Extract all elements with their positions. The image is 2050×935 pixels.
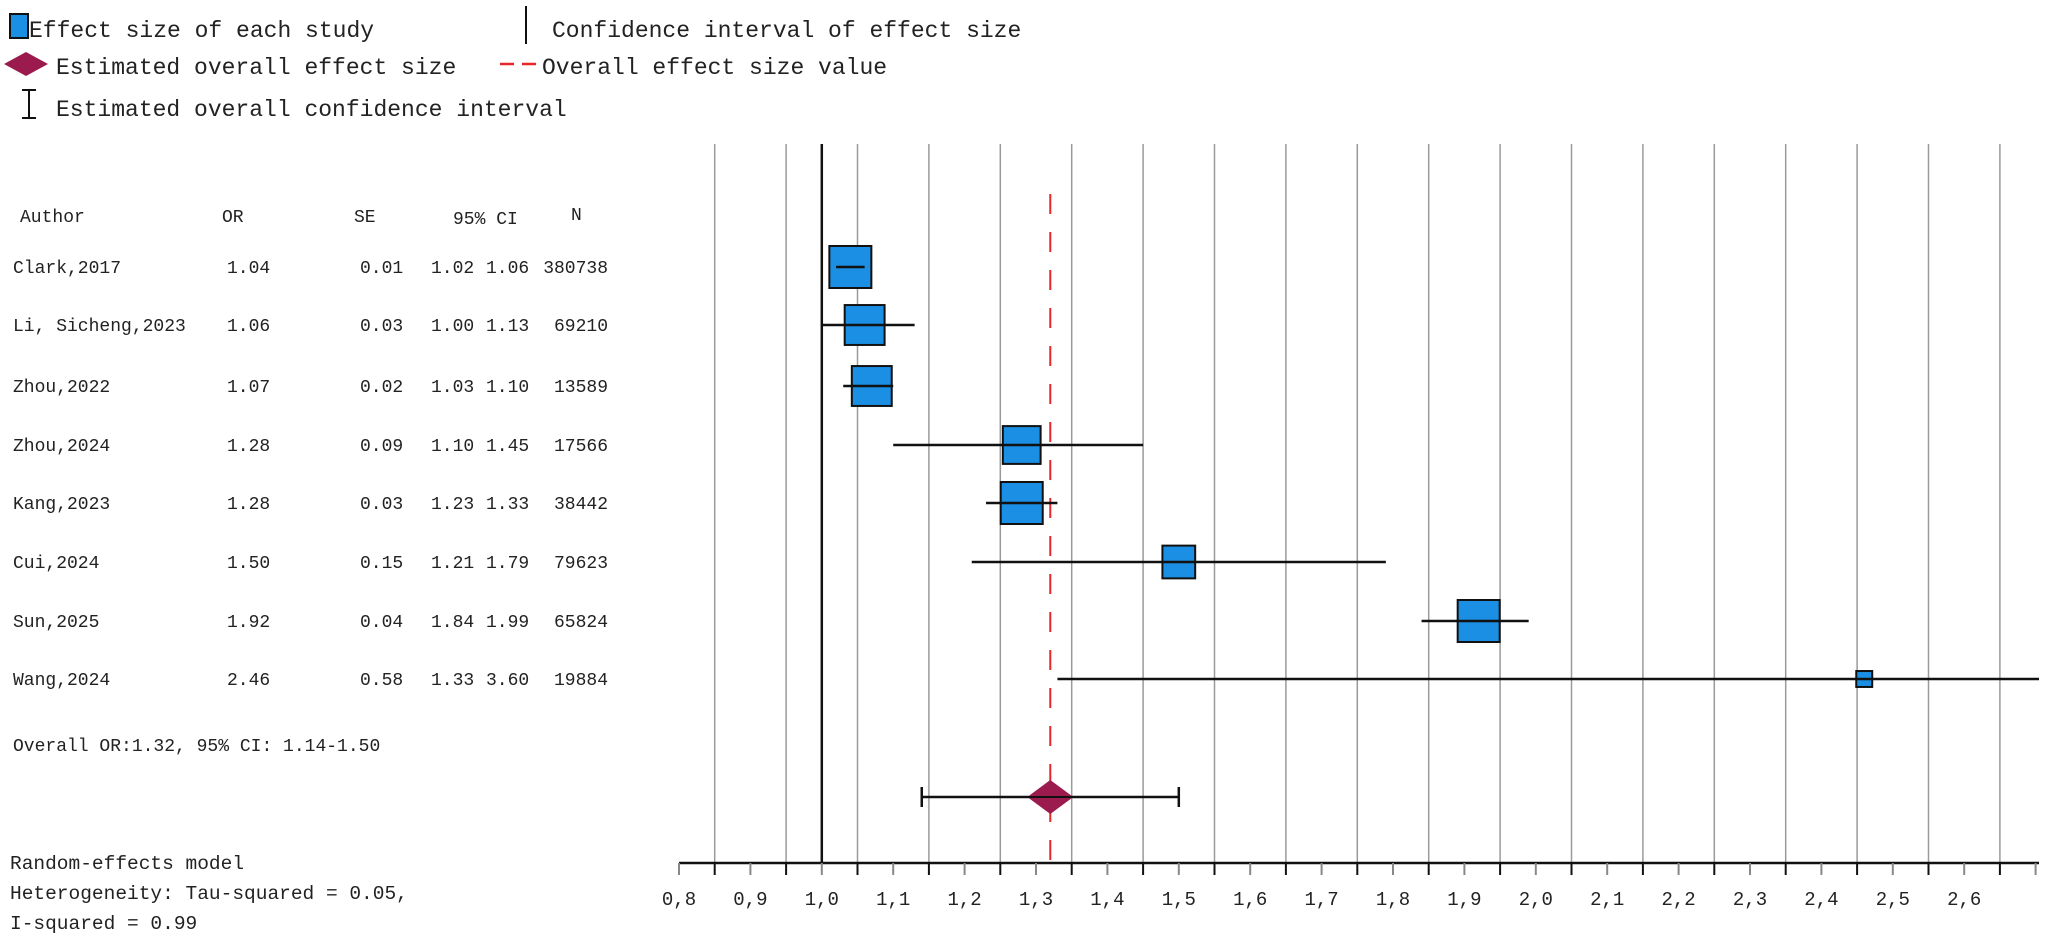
table-row: Wang,2024 2.46 0.58 1.33 3.60 19884	[13, 671, 608, 691]
x-tick-label: 2,4	[1804, 889, 1838, 911]
header-n: N	[571, 206, 582, 226]
x-tick-label: 1,2	[947, 889, 981, 911]
x-tick-label: 2,5	[1876, 889, 1910, 911]
x-tick-label: 0,9	[733, 889, 767, 911]
row-se: 0.03	[360, 317, 403, 337]
x-tick-label: 2,2	[1661, 889, 1695, 911]
legend-ci-bar-icon	[22, 89, 36, 119]
row-or: 1.28	[227, 495, 270, 515]
row-se: 0.01	[360, 259, 403, 279]
row-ci-upper: 1.10	[486, 378, 529, 398]
x-tick-label: 1,1	[876, 889, 910, 911]
table-row: Li, Sicheng,2023 1.06 0.03 1.00 1.13 69210	[13, 317, 608, 337]
row-se: 0.58	[360, 671, 403, 691]
row-n: 79623	[554, 554, 608, 574]
footer-heterogeneity: Heterogeneity: Tau-squared = 0.05,	[10, 883, 408, 905]
row-ci-lower: 1.03	[431, 378, 474, 398]
row-or: 1.06	[227, 317, 270, 337]
row-ci-lower: 1.21	[431, 554, 474, 574]
legend-overall-effect: Estimated overall effect size	[56, 55, 456, 81]
row-n: 69210	[554, 317, 608, 337]
row-n: 380738	[543, 259, 608, 279]
table-row: Kang,2023 1.28 0.03 1.23 1.33 38442	[13, 495, 608, 515]
row-ci-upper: 1.79	[486, 554, 529, 574]
footer-i-squared: I-squared = 0.99	[10, 913, 197, 935]
row-or: 1.50	[227, 554, 270, 574]
legend-diamond-icon	[4, 52, 48, 76]
row-or: 2.46	[227, 671, 270, 691]
legend-overall-ci: Estimated overall confidence interval	[56, 97, 567, 123]
legend-ci-effect: Confidence interval of effect size	[552, 18, 1021, 44]
x-tick-label: 1,8	[1376, 889, 1410, 911]
row-n: 13589	[554, 378, 608, 398]
table-rows: Clark,2017 1.04 0.01 1.02 1.06 380738 Li, Sich…	[13, 259, 608, 691]
table-row: Clark,2017 1.04 0.01 1.02 1.06 380738	[13, 259, 608, 279]
table-row: Sun,2025 1.92 0.04 1.84 1.99 65824	[13, 613, 608, 633]
row-ci-lower: 1.02	[431, 259, 474, 279]
header-ci: 95% CI	[453, 210, 518, 230]
footer-model: Random-effects model	[10, 853, 244, 875]
row-ci-lower: 1.33	[431, 671, 474, 691]
row-or: 1.92	[227, 613, 270, 633]
legend-overall-value: Overall effect size value	[542, 55, 887, 81]
table-header: Author OR SE 95% CI N	[20, 206, 582, 230]
legend-box-icon	[9, 13, 29, 39]
legend: Effect size of each study Confidence int…	[4, 6, 1021, 123]
row-author: Zhou,2024	[13, 437, 110, 457]
row-author: Zhou,2022	[13, 378, 110, 398]
row-ci-upper: 1.33	[486, 495, 529, 515]
row-author: Clark,2017	[13, 259, 121, 279]
x-tick-label: 2,1	[1590, 889, 1624, 911]
row-ci-lower: 1.00	[431, 317, 474, 337]
row-author: Wang,2024	[13, 671, 110, 691]
header-author: Author	[20, 208, 85, 228]
header-se: SE	[354, 208, 376, 228]
row-ci-upper: 3.60	[486, 671, 529, 691]
row-ci-upper: 1.45	[486, 437, 529, 457]
x-tick-label: 1,7	[1304, 889, 1338, 911]
x-tick-label: 1,4	[1090, 889, 1124, 911]
overall-text: Overall OR:1.32, 95% CI: 1.14-1.50	[13, 737, 380, 757]
x-tick-label: 1,6	[1233, 889, 1267, 911]
header-or: OR	[222, 208, 244, 228]
row-or: 1.28	[227, 437, 270, 457]
row-ci-lower: 1.23	[431, 495, 474, 515]
chart-area: 0,8 0,9 1,0 1,1 1,2 1,3 1,4 1,5 1,6 1,7 1,8 1,9 2,0 2…	[662, 144, 2039, 911]
row-n: 19884	[554, 671, 608, 691]
table-row: Zhou,2024 1.28 0.09 1.10 1.45 17566	[13, 437, 608, 457]
row-ci-lower: 1.84	[431, 613, 474, 633]
x-tick-label: 0,8	[662, 889, 696, 911]
x-tick-label: 2,6	[1947, 889, 1981, 911]
x-tick-label: 2,3	[1733, 889, 1767, 911]
x-tick-label: 1,3	[1019, 889, 1053, 911]
table-row: Zhou,2022 1.07 0.02 1.03 1.10 13589	[13, 378, 608, 398]
row-n: 17566	[554, 437, 608, 457]
table-row: Cui,2024 1.50 0.15 1.21 1.79 79623	[13, 554, 608, 574]
row-author: Kang,2023	[13, 495, 110, 515]
x-tick-label: 1,0	[805, 889, 839, 911]
row-author: Cui,2024	[13, 554, 99, 574]
row-ci-upper: 1.99	[486, 613, 529, 633]
row-se: 0.09	[360, 437, 403, 457]
x-tick-label: 2,0	[1519, 889, 1553, 911]
row-or: 1.04	[227, 259, 270, 279]
row-or: 1.07	[227, 378, 270, 398]
row-author: Li, Sicheng,2023	[13, 317, 186, 337]
row-ci-upper: 1.06	[486, 259, 529, 279]
row-se: 0.02	[360, 378, 403, 398]
x-tick-label: 1,9	[1447, 889, 1481, 911]
x-tick-label: 1,5	[1162, 889, 1196, 911]
row-n: 65824	[554, 613, 608, 633]
footer: Random-effects model Heterogeneity: Tau-…	[10, 853, 408, 935]
row-n: 38442	[554, 495, 608, 515]
row-ci-upper: 1.13	[486, 317, 529, 337]
row-ci-lower: 1.10	[431, 437, 474, 457]
row-se: 0.03	[360, 495, 403, 515]
row-se: 0.15	[360, 554, 403, 574]
row-author: Sun,2025	[13, 613, 99, 633]
row-se: 0.04	[360, 613, 403, 633]
legend-study-effect: Effect size of each study	[29, 18, 374, 44]
